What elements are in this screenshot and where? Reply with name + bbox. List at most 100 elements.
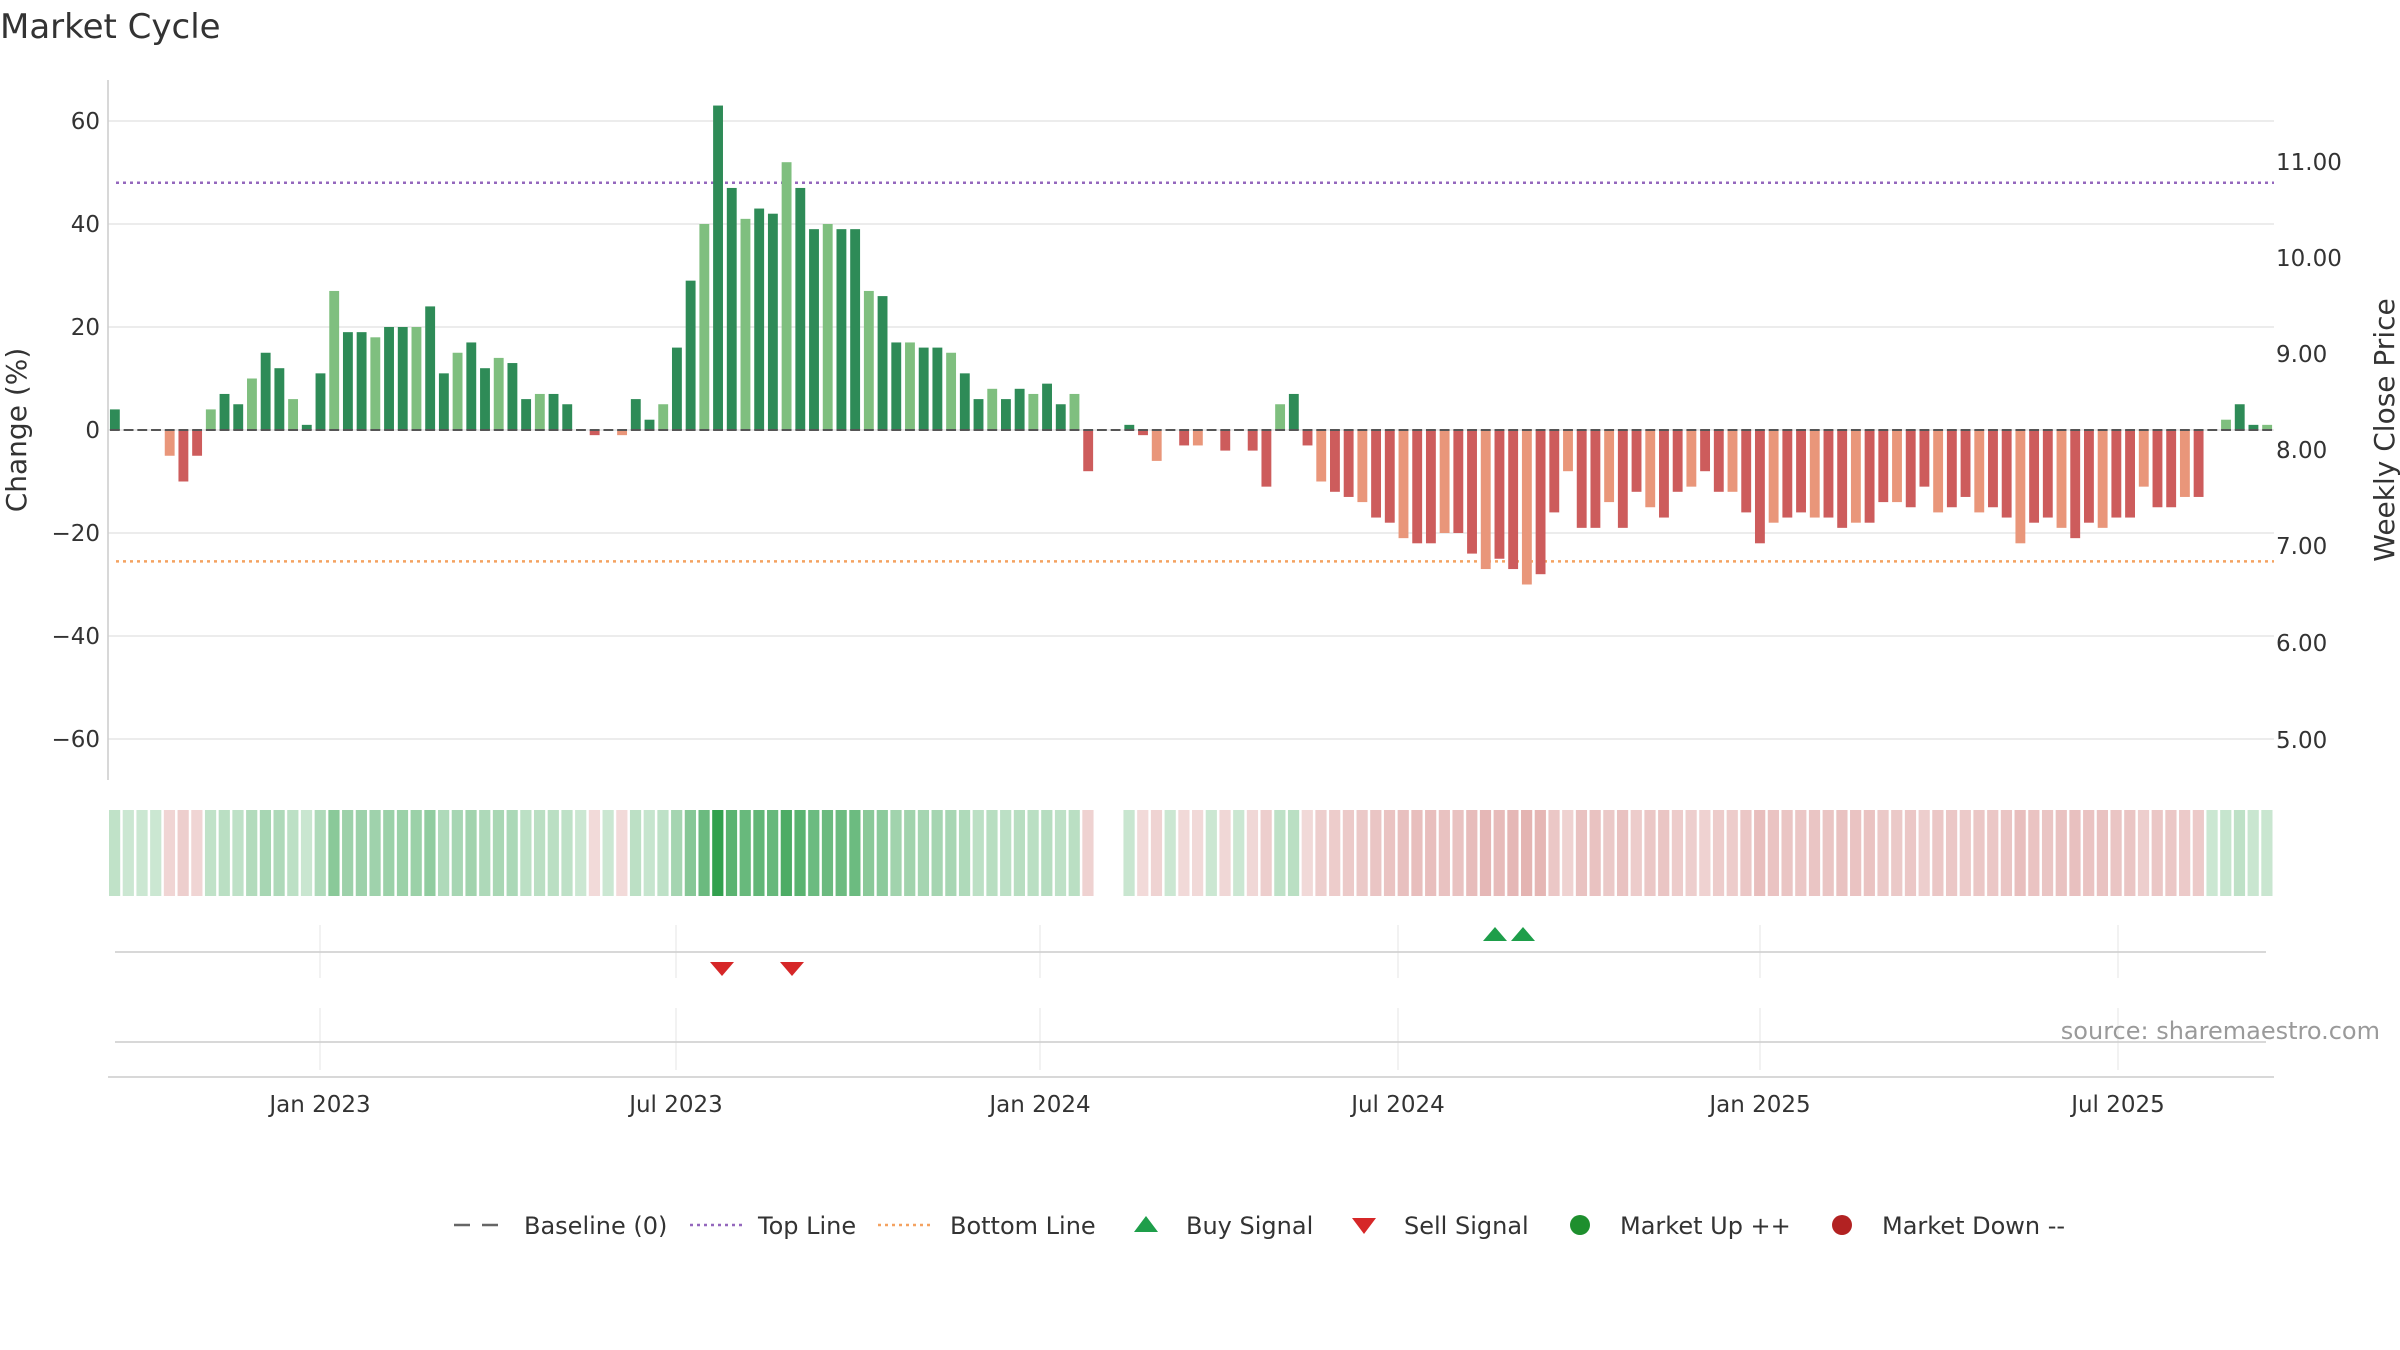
bar	[466, 342, 477, 430]
legend-label: Baseline (0)	[524, 1212, 667, 1240]
bar	[863, 290, 874, 430]
bar	[356, 332, 367, 430]
cycle-cell	[2192, 810, 2204, 896]
cycle-cell	[725, 810, 738, 896]
bar	[905, 342, 915, 430]
cycle-cell	[931, 810, 943, 896]
cycle-cell	[2055, 810, 2067, 896]
cycle-cell	[1630, 810, 1642, 896]
y-tick-label: 20	[71, 315, 100, 341]
bar	[1974, 430, 1985, 513]
cycle-cell	[767, 810, 779, 896]
cycle-cell	[191, 810, 203, 896]
bar	[754, 208, 765, 430]
cycle-cell	[2233, 810, 2246, 896]
bar	[1439, 430, 1450, 533]
bar	[617, 430, 628, 436]
bar	[740, 218, 751, 430]
cycle-cell	[1616, 810, 1629, 896]
bar	[2029, 430, 2040, 523]
bar	[2248, 424, 2259, 430]
y2-axis-label: Weekly Close Price	[2368, 298, 2400, 561]
cycle-cell	[246, 810, 258, 896]
reference-lines	[116, 181, 2274, 563]
bar	[1727, 430, 1738, 492]
cycle-cell	[629, 810, 642, 896]
bar	[2097, 430, 2108, 528]
y2-tick-label: 7.00	[2276, 534, 2327, 560]
cycle-cell	[273, 810, 285, 896]
bar	[987, 388, 998, 430]
cycle-cell	[1863, 810, 1875, 896]
cycle-cell	[1164, 810, 1176, 896]
cycle-cell	[2014, 810, 2026, 896]
cycle-cell	[520, 810, 532, 896]
cycle-cell	[1726, 810, 1738, 896]
legend-item: Baseline (0)	[454, 1212, 667, 1240]
cycle-cell	[204, 810, 217, 896]
cycle-cell	[2220, 810, 2232, 896]
legend-item: Market Down --	[1832, 1212, 2065, 1240]
cycle-cell	[1822, 810, 1834, 896]
cycle-cell	[643, 810, 655, 896]
cycle-cell	[958, 810, 971, 896]
bar	[2152, 430, 2163, 508]
cycle-cell	[1671, 810, 1684, 896]
legend: Baseline (0) Top Line Bottom Line Buy Signa…	[454, 1212, 2065, 1240]
cycle-cell	[849, 810, 861, 896]
bar	[397, 327, 408, 430]
cycle-cell	[1850, 810, 1862, 896]
bar	[1796, 430, 1806, 513]
cycle-cell	[1918, 810, 1930, 896]
bar	[836, 229, 847, 430]
cycle-cell	[2083, 810, 2095, 896]
cycle-cell	[890, 810, 902, 896]
bar	[178, 430, 189, 482]
bar	[1384, 430, 1395, 523]
y2-tick-label: 5.00	[2276, 728, 2327, 754]
buy-signal-marker	[1511, 927, 1535, 941]
bar	[1261, 430, 1272, 487]
cycle-cell	[1123, 810, 1135, 896]
bar	[781, 162, 792, 430]
bar	[1467, 430, 1477, 554]
bar	[1069, 393, 1080, 430]
bar	[2001, 430, 2012, 518]
cycle-cell	[917, 810, 930, 896]
cycle-cell	[328, 810, 340, 896]
cycle-cell	[1246, 810, 1259, 896]
bar	[1138, 430, 1148, 436]
bar	[384, 327, 394, 430]
cycle-cell	[2041, 810, 2054, 896]
cycle-cell	[1301, 810, 1313, 896]
bar	[2221, 419, 2231, 430]
cycle-cell	[1740, 810, 1752, 896]
x-tick-label: Jul 2025	[2069, 1092, 2165, 1118]
bar	[959, 373, 970, 430]
cycle-cell	[1767, 810, 1779, 896]
cycle-cell	[2165, 810, 2177, 896]
cycle-cell	[588, 810, 601, 896]
cycle-cell	[1836, 810, 1848, 896]
bar	[1850, 430, 1861, 523]
bar	[891, 342, 902, 430]
signal-panel	[115, 925, 2266, 978]
bar	[1330, 430, 1340, 492]
cycle-cell	[1658, 810, 1670, 896]
y2-tick-label: 10.00	[2276, 246, 2342, 272]
bar	[850, 229, 861, 430]
bar	[1754, 430, 1765, 544]
cycle-cell	[561, 810, 573, 896]
bar	[589, 430, 600, 436]
y2-tick-label: 11.00	[2276, 150, 2342, 176]
cycle-cell	[2206, 810, 2218, 896]
cycle-cell	[1589, 810, 1601, 896]
cycle-cell	[410, 810, 422, 896]
cycle-cell	[1699, 810, 1711, 896]
bar	[493, 357, 504, 430]
bar	[1713, 430, 1724, 492]
bar	[1083, 430, 1094, 472]
cycle-cell	[109, 810, 121, 896]
bar	[521, 399, 532, 430]
bar	[658, 404, 669, 430]
